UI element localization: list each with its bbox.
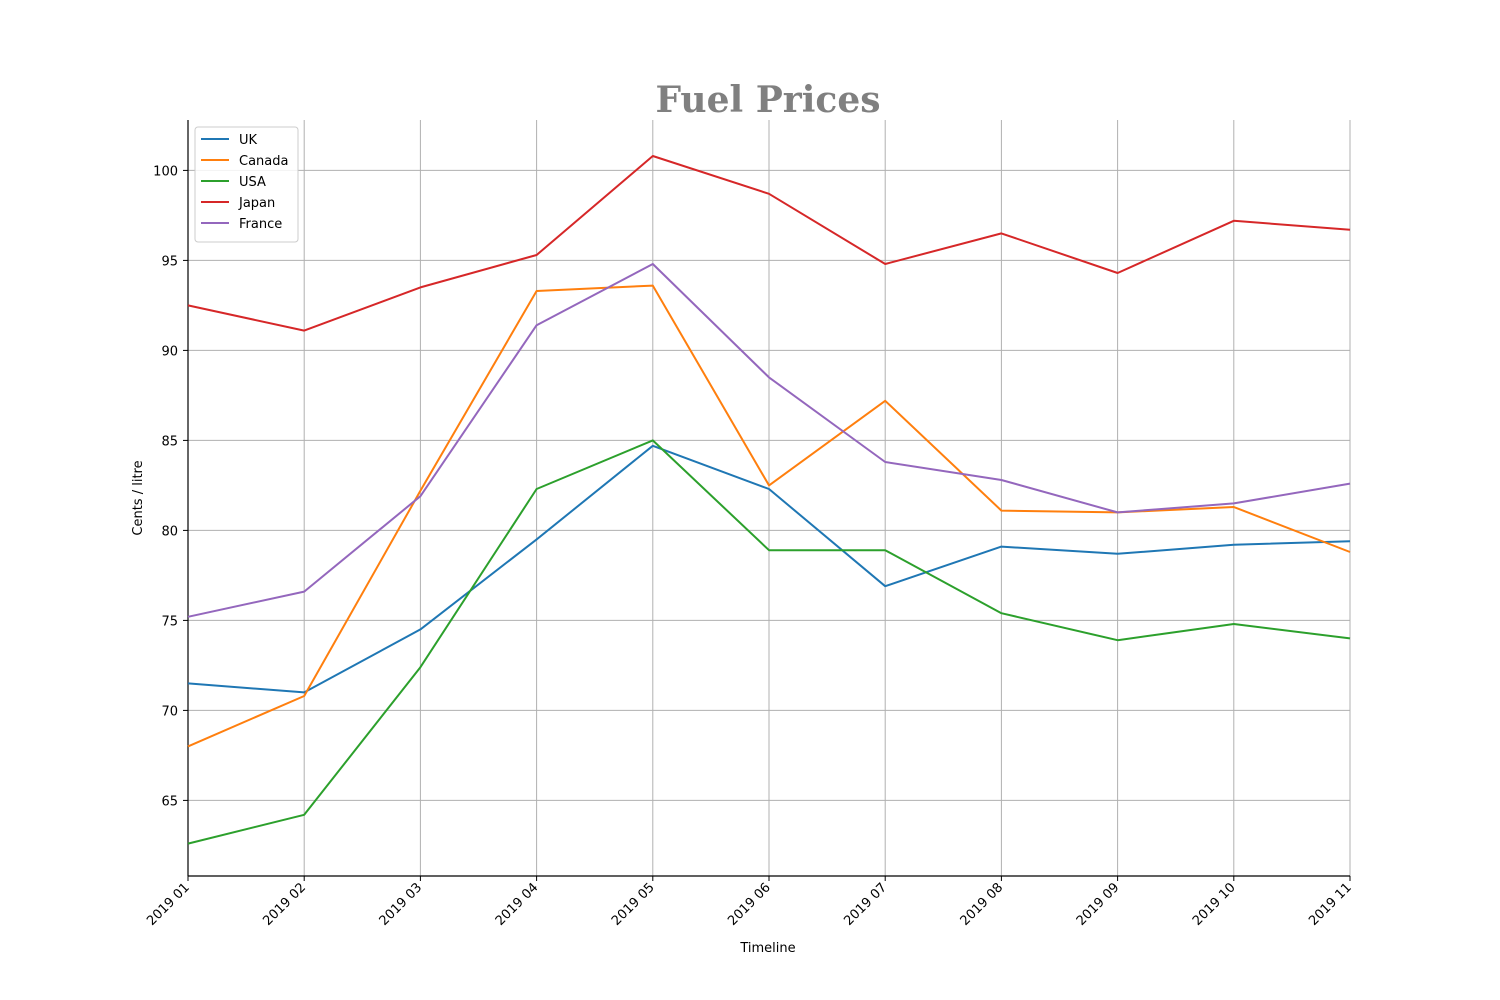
x-tick-label: 2019 09	[1074, 880, 1123, 929]
y-tick-label: 95	[161, 254, 178, 269]
y-tick-label: 90	[161, 344, 178, 359]
series-line-uk	[187, 444, 1351, 694]
series-line-usa	[187, 439, 1351, 845]
legend-label-usa: USA	[239, 175, 266, 190]
tick-labels: 2019 01 2019 02 2019 03 2019 04 2019 05 2019 …	[144, 164, 1355, 928]
x-tick-label: 2019 06	[725, 880, 774, 929]
y-tick-label: 80	[161, 524, 178, 539]
x-tick-label: 2019 01	[144, 880, 193, 929]
x-tick-label: 2019 02	[260, 880, 309, 929]
legend-box	[194, 126, 299, 243]
series-line-canada	[187, 284, 1351, 748]
grid	[187, 120, 1351, 876]
x-tick-label: 2019 03	[377, 880, 426, 929]
series-line-france	[187, 263, 1351, 618]
legend: UK Canada USA Japan France	[194, 126, 299, 243]
chart-title: Fuel Prices	[655, 79, 880, 121]
x-tick-label: 2019 11	[1306, 880, 1355, 929]
y-tick-label: 100	[153, 164, 178, 179]
legend-label-canada: Canada	[239, 154, 288, 169]
x-tick-label: 2019 08	[958, 880, 1007, 929]
series-lines	[187, 155, 1351, 845]
legend-label-france: France	[239, 217, 282, 232]
x-axis-label: Timeline	[739, 941, 795, 956]
legend-label-uk: UK	[239, 133, 258, 148]
series-line-japan	[187, 155, 1351, 332]
y-axis-label: Cents / litre	[131, 460, 146, 535]
legend-label-japan: Japan	[238, 196, 275, 211]
y-tick-label: 85	[161, 434, 178, 449]
x-tick-label: 2019 10	[1190, 880, 1239, 929]
x-tick-label: 2019 04	[493, 880, 542, 929]
axes	[183, 120, 1351, 881]
x-tick-label: 2019 05	[609, 880, 658, 929]
x-tick-label: 2019 07	[841, 880, 890, 929]
y-tick-label: 70	[161, 704, 178, 719]
y-tick-label: 75	[161, 614, 178, 629]
y-tick-label: 65	[161, 794, 178, 809]
